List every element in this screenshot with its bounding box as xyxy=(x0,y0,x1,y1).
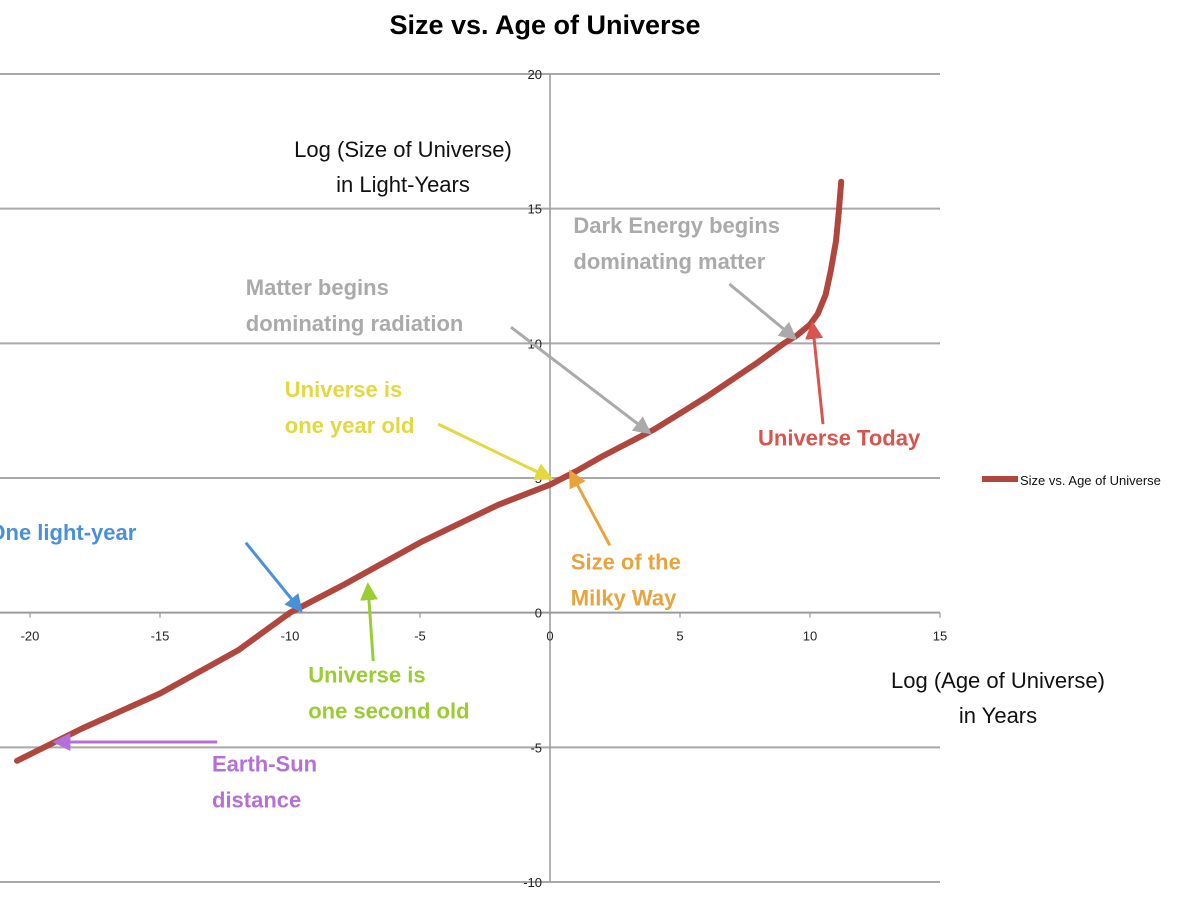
annotations: One light-year Universe is one second old E… xyxy=(0,213,921,813)
annotation-label: Size of the xyxy=(571,550,681,575)
axis-titles: Log (Size of Universe) in Light-Years Log … xyxy=(294,137,1105,728)
annotation-arrow xyxy=(569,469,612,547)
y-tick-label: 20 xyxy=(528,67,542,82)
legend[interactable]: Size vs. Age of Universe xyxy=(982,473,1161,488)
annotation-label: distance xyxy=(212,788,301,813)
annotation-matter-radiation: Matter begins dominating radiation xyxy=(246,275,652,435)
y-axis-title: Log (Size of Universe) xyxy=(294,137,512,162)
annotation-label: Dark Energy begins xyxy=(573,213,780,238)
annotation-label: dominating matter xyxy=(573,249,765,274)
annotation-arrow xyxy=(244,541,303,613)
x-tick-label: 0 xyxy=(546,629,553,644)
annotation-arrow xyxy=(437,422,554,480)
y-tick-label: -10 xyxy=(523,875,542,890)
x-axis-title: Log (Age of Universe) xyxy=(891,668,1105,693)
annotation-label: one year old xyxy=(285,413,415,438)
annotation-milky-way: Size of the Milky Way xyxy=(569,469,681,611)
annotation-label: one second old xyxy=(308,699,469,724)
y-axis-title: in Light-Years xyxy=(336,172,470,197)
x-tick-label: 5 xyxy=(676,629,683,644)
y-tick-label: -5 xyxy=(530,740,542,755)
series-line-0 xyxy=(14,178,845,764)
x-tick-label: 15 xyxy=(933,629,947,644)
annotation-one-year-old: Universe is one year old xyxy=(285,377,554,480)
annotation-arrow xyxy=(360,582,378,662)
annotation-label: dominating radiation xyxy=(246,311,464,336)
x-tick-label: -5 xyxy=(414,629,426,644)
annotation-label: Milky Way xyxy=(571,586,677,611)
x-tick-label: 10 xyxy=(803,629,817,644)
annotation-dark-energy: Dark Energy begins dominating matter xyxy=(573,213,798,341)
annotation-earth-sun: Earth-Sun distance xyxy=(52,732,317,813)
annotation-one-second-old: Universe is one second old xyxy=(308,582,470,724)
annotation-label: Matter begins xyxy=(246,275,389,300)
legend-label: Size vs. Age of Universe xyxy=(1020,473,1161,488)
annotation-arrow xyxy=(510,325,652,435)
x-tick-label: -15 xyxy=(151,629,170,644)
y-tick-label: 0 xyxy=(535,606,542,621)
y-tick-label: 15 xyxy=(528,202,542,217)
annotation-label: Universe Today xyxy=(758,426,921,451)
chart-title: Size vs. Age of Universe xyxy=(389,10,701,40)
annotation-arrow xyxy=(805,320,825,425)
annotation-label: Earth-Sun xyxy=(212,752,317,777)
grid-lines xyxy=(0,73,940,883)
annotation-label: Universe is xyxy=(308,663,425,688)
x-tick-label: -10 xyxy=(281,629,300,644)
x-tick-label: -20 xyxy=(21,629,40,644)
annotation-universe-today: Universe Today xyxy=(758,320,921,451)
series-layer xyxy=(14,178,845,764)
annotation-label: Universe is xyxy=(285,377,402,402)
annotation-arrow xyxy=(728,282,798,341)
annotation-one-light-year: One light-year xyxy=(0,520,303,613)
annotation-label: One light-year xyxy=(0,520,137,545)
x-axis-title: in Years xyxy=(959,703,1037,728)
